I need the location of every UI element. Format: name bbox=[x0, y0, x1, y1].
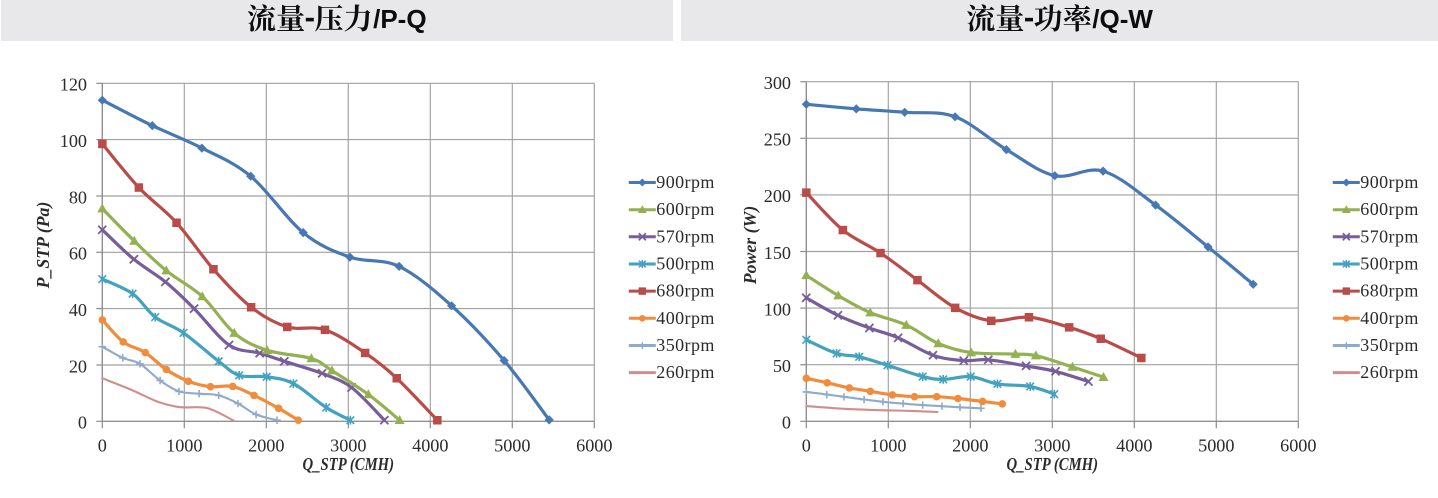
svg-text:6000: 6000 bbox=[1280, 435, 1316, 455]
svg-text:600rpm: 600rpm bbox=[1360, 199, 1419, 219]
svg-text:60: 60 bbox=[69, 244, 87, 264]
svg-text:600rpm: 600rpm bbox=[656, 199, 715, 219]
svg-text:/Q-W: /Q-W bbox=[1092, 4, 1153, 34]
svg-text:680rpm: 680rpm bbox=[1360, 281, 1419, 301]
svg-text:260rpm: 260rpm bbox=[656, 362, 715, 382]
svg-text:100: 100 bbox=[60, 131, 87, 151]
svg-text:0: 0 bbox=[98, 435, 107, 455]
svg-text:570rpm: 570rpm bbox=[656, 226, 715, 246]
svg-text:0: 0 bbox=[782, 413, 791, 433]
svg-text:150: 150 bbox=[764, 243, 791, 263]
svg-text:100: 100 bbox=[764, 299, 791, 319]
svg-text:350rpm: 350rpm bbox=[656, 335, 715, 355]
svg-text:120: 120 bbox=[60, 75, 87, 95]
svg-text:0: 0 bbox=[78, 413, 87, 433]
svg-text:680rpm: 680rpm bbox=[656, 281, 715, 301]
svg-text:3000: 3000 bbox=[330, 435, 366, 455]
svg-text:200: 200 bbox=[764, 186, 791, 206]
svg-text:80: 80 bbox=[69, 187, 87, 207]
svg-text:0: 0 bbox=[802, 435, 811, 455]
svg-text:Power (W): Power (W) bbox=[740, 206, 761, 286]
svg-text:5000: 5000 bbox=[1198, 435, 1234, 455]
svg-text:250: 250 bbox=[764, 130, 791, 150]
svg-text:6000: 6000 bbox=[576, 435, 612, 455]
svg-text:40: 40 bbox=[69, 300, 87, 320]
svg-text:900rpm: 900rpm bbox=[1360, 172, 1419, 192]
svg-text:2000: 2000 bbox=[952, 435, 988, 455]
svg-text:350rpm: 350rpm bbox=[1360, 335, 1419, 355]
svg-text:50: 50 bbox=[773, 356, 791, 376]
svg-text:Q_STP (CMH): Q_STP (CMH) bbox=[303, 454, 395, 474]
svg-text:1000: 1000 bbox=[870, 435, 906, 455]
svg-text:5000: 5000 bbox=[494, 435, 530, 455]
svg-text:400rpm: 400rpm bbox=[1360, 308, 1419, 328]
svg-text:900rpm: 900rpm bbox=[656, 172, 715, 192]
svg-text:500rpm: 500rpm bbox=[656, 254, 715, 274]
svg-text:P_STP (Pa): P_STP (Pa) bbox=[33, 202, 54, 290]
svg-text:260rpm: 260rpm bbox=[1360, 362, 1419, 382]
svg-text:4000: 4000 bbox=[412, 435, 448, 455]
svg-text:400rpm: 400rpm bbox=[656, 308, 715, 328]
svg-text:2000: 2000 bbox=[248, 435, 284, 455]
svg-text:/P-Q: /P-Q bbox=[373, 4, 426, 34]
svg-text:3000: 3000 bbox=[1034, 435, 1070, 455]
svg-text:570rpm: 570rpm bbox=[1360, 226, 1419, 246]
svg-text:300: 300 bbox=[764, 73, 791, 93]
svg-text:500rpm: 500rpm bbox=[1360, 254, 1419, 274]
svg-text:Q_STP (CMH): Q_STP (CMH) bbox=[1007, 454, 1099, 474]
svg-text:4000: 4000 bbox=[1116, 435, 1152, 455]
svg-text:20: 20 bbox=[69, 356, 87, 376]
svg-text:1000: 1000 bbox=[166, 435, 202, 455]
